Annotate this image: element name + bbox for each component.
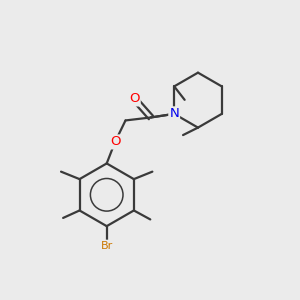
Text: Br: Br (100, 241, 113, 250)
Text: N: N (169, 107, 179, 120)
Text: O: O (110, 135, 120, 148)
Text: O: O (129, 92, 140, 105)
